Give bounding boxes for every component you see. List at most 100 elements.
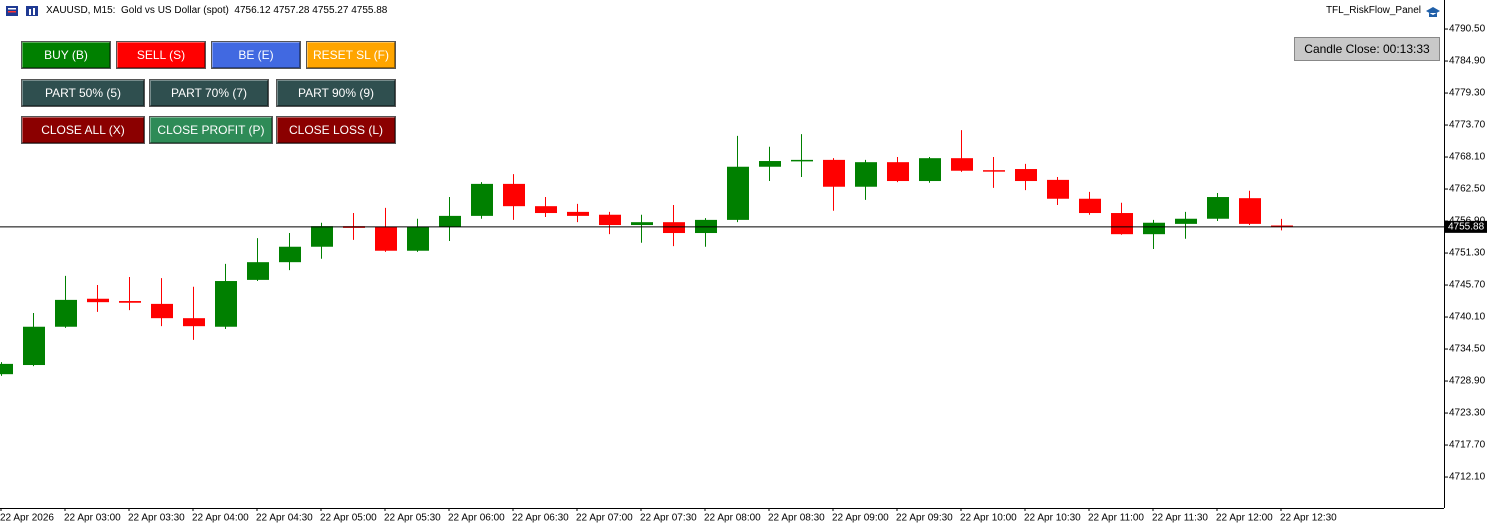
x-tick-label: 22 Apr 06:30 <box>512 513 569 524</box>
candle-body <box>1175 218 1197 224</box>
x-tick-label: 22 Apr 03:00 <box>64 513 121 524</box>
candle-body <box>1271 225 1293 227</box>
candle-body <box>503 183 525 207</box>
candle-body <box>887 162 909 182</box>
candle-close-timer: Candle Close: 00:13:33 <box>1294 37 1440 61</box>
x-tick-label: 22 Apr 09:30 <box>896 513 953 524</box>
candle-body <box>119 301 141 303</box>
candle-body <box>23 326 45 366</box>
x-tick-label: 22 Apr 10:00 <box>960 513 1017 524</box>
panel-button[interactable]: PART 70% (7) <box>149 79 269 107</box>
y-tick-label: 4790.50 <box>1449 24 1486 35</box>
panel-button[interactable]: PART 50% (5) <box>21 79 145 107</box>
candle-body <box>919 158 941 182</box>
y-tick-label: 4728.90 <box>1449 376 1486 387</box>
x-tick-label: 22 Apr 10:30 <box>1024 513 1081 524</box>
candle-body <box>631 222 653 226</box>
menu-icon <box>8 11 16 13</box>
candle-body <box>375 226 397 251</box>
panel-button[interactable]: CLOSE LOSS (L) <box>276 116 396 144</box>
x-tick-label: 22 Apr 05:00 <box>320 513 377 524</box>
candle-body <box>823 159 845 187</box>
candle-body <box>279 246 301 263</box>
x-tick-label: 22 Apr 08:00 <box>704 513 761 524</box>
x-tick-label: 22 Apr 04:30 <box>256 513 313 524</box>
ohlc-low: 4755.27 <box>312 5 349 16</box>
candle-body <box>183 318 205 327</box>
x-tick-label: 22 Apr 07:00 <box>576 513 633 524</box>
indicator-name: TFL_RiskFlow_Panel <box>1325 5 1421 16</box>
price-label-box <box>1445 220 1487 233</box>
candle-body <box>1015 169 1037 182</box>
candle-body <box>791 159 813 162</box>
candle-body <box>151 303 173 319</box>
candle-body <box>311 226 333 247</box>
x-tick-label: 22 Apr 2026 <box>0 513 54 524</box>
candle-body <box>1143 222 1165 235</box>
candle-body <box>55 299 77 327</box>
candle-body <box>855 162 877 187</box>
chart-icon <box>29 9 31 15</box>
candle-body <box>567 211 589 216</box>
x-tick-label: 22 Apr 12:30 <box>1280 513 1337 524</box>
y-tick-label: 4751.30 <box>1449 248 1486 259</box>
candle-body <box>1239 198 1261 224</box>
panel-button[interactable]: BE (E) <box>211 41 301 69</box>
candles <box>0 130 1293 376</box>
y-tick-label: 4779.30 <box>1449 88 1486 99</box>
chart-icon <box>33 8 35 15</box>
x-tick-label: 22 Apr 03:30 <box>128 513 185 524</box>
y-tick-label: 4712.10 <box>1449 472 1486 483</box>
candle-body <box>951 158 973 171</box>
ohlc-close: 4755.88 <box>351 5 388 16</box>
x-tick-label: 22 Apr 06:00 <box>448 513 505 524</box>
candle-body <box>1047 179 1069 199</box>
menu-icon <box>8 8 16 10</box>
candle-body <box>247 262 269 280</box>
cap-icon <box>1426 7 1440 17</box>
ohlc-high: 4757.28 <box>273 5 310 16</box>
candle-body <box>407 226 429 251</box>
symbol: XAUUSD, M15: Gold vs US Dollar (spot) <box>46 5 229 16</box>
panel-button[interactable]: RESET SL (F) <box>306 41 396 69</box>
candle-body <box>663 222 685 234</box>
y-tick-label: 4717.70 <box>1449 440 1486 451</box>
y-tick-label: 4773.70 <box>1449 120 1486 131</box>
x-tick-label: 22 Apr 05:30 <box>384 513 441 524</box>
chart-header: XAUUSD, M15: Gold vs US Dollar (spot) 47… <box>46 5 387 16</box>
y-tick-label: 4740.10 <box>1449 312 1486 323</box>
x-tick-label: 22 Apr 08:30 <box>768 513 825 524</box>
candle-body <box>439 215 461 227</box>
candle-body <box>535 206 557 214</box>
ohlc-open: 4756.12 <box>234 5 271 16</box>
x-tick-label: 22 Apr 09:00 <box>832 513 889 524</box>
x-tick-label: 22 Apr 07:30 <box>640 513 697 524</box>
panel-button[interactable]: CLOSE ALL (X) <box>21 116 145 144</box>
panel-button[interactable]: PART 90% (9) <box>276 79 396 107</box>
candle-body <box>215 281 237 327</box>
candle-body <box>599 214 621 226</box>
y-tick-label: 4734.50 <box>1449 344 1486 355</box>
panel-button[interactable]: SELL (S) <box>116 41 206 69</box>
x-tick-label: 22 Apr 04:00 <box>192 513 249 524</box>
candle-body <box>0 363 13 375</box>
x-tick-label: 22 Apr 11:30 <box>1152 513 1208 524</box>
candle-body <box>1111 213 1133 235</box>
y-tick-label: 4768.10 <box>1449 152 1486 163</box>
candle-body <box>759 161 781 167</box>
panel-button[interactable]: CLOSE PROFIT (P) <box>149 116 273 144</box>
candle-body <box>471 183 493 216</box>
chart-icon <box>26 6 38 16</box>
candle-body <box>727 166 749 220</box>
y-tick-label: 4762.50 <box>1449 184 1486 195</box>
y-tick-label: 4784.90 <box>1449 56 1486 67</box>
candle-body <box>983 170 1005 172</box>
y-tick-label: 4745.70 <box>1449 280 1486 291</box>
candle-body <box>1207 197 1229 219</box>
panel-button[interactable]: BUY (B) <box>21 41 111 69</box>
candle-body <box>87 298 109 303</box>
y-tick-label: 4723.30 <box>1449 408 1486 419</box>
x-tick-label: 22 Apr 12:00 <box>1216 513 1273 524</box>
